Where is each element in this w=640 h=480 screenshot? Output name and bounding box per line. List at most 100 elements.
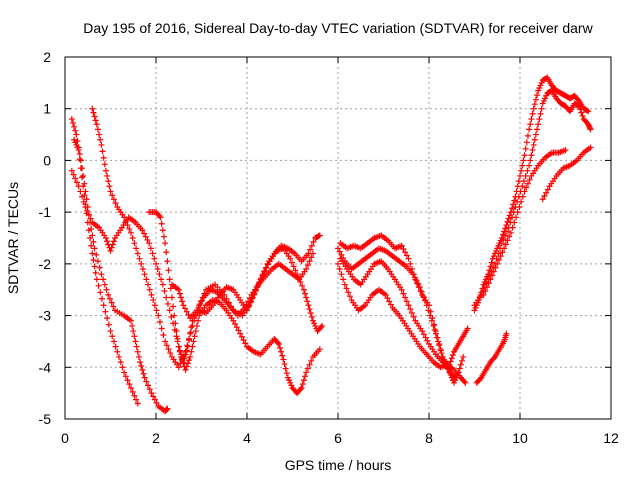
- data-point: [183, 363, 190, 370]
- data-point: [430, 322, 437, 329]
- data-point: [106, 295, 113, 302]
- data-point: [460, 353, 467, 360]
- data-point: [315, 233, 322, 240]
- data-point: [503, 228, 510, 235]
- series-sat-j: [335, 245, 460, 381]
- data-point: [104, 172, 111, 179]
- data-point: [539, 196, 546, 203]
- data-point: [230, 317, 237, 324]
- data-point: [190, 338, 197, 345]
- data-point: [164, 300, 171, 307]
- data-point: [345, 289, 352, 296]
- data-point: [498, 240, 505, 247]
- x-tick-label: 2: [152, 430, 160, 446]
- data-point: [121, 369, 128, 376]
- data-point: [155, 312, 162, 319]
- data-point: [336, 248, 343, 255]
- data-point: [522, 145, 529, 152]
- data-point: [110, 238, 117, 245]
- data-point: [143, 378, 150, 385]
- data-point: [156, 213, 163, 220]
- data-point: [384, 295, 391, 302]
- data-point: [96, 131, 103, 138]
- data-point: [94, 126, 101, 133]
- data-point: [184, 343, 191, 350]
- data-point: [530, 141, 537, 148]
- data-point: [146, 240, 153, 247]
- data-point: [108, 244, 115, 251]
- data-point: [282, 365, 289, 372]
- data-point: [299, 282, 306, 289]
- data-point: [506, 233, 513, 240]
- data-point: [199, 297, 206, 304]
- data-point: [131, 333, 138, 340]
- data-point: [129, 388, 136, 395]
- data-point: [185, 337, 192, 344]
- data-point: [274, 339, 281, 346]
- data-point: [402, 249, 409, 256]
- data-point: [408, 309, 415, 316]
- data-point: [308, 242, 315, 249]
- data-point: [300, 377, 307, 384]
- data-point: [302, 373, 309, 380]
- data-point: [151, 396, 158, 403]
- data-point: [139, 227, 146, 234]
- data-point: [501, 245, 508, 252]
- data-point: [433, 334, 440, 341]
- data-point: [116, 353, 123, 360]
- data-point: [129, 235, 136, 241]
- data-point: [80, 172, 87, 179]
- data-point: [197, 300, 204, 307]
- data-point: [114, 348, 121, 355]
- data-point: [105, 321, 112, 328]
- data-point: [407, 306, 414, 313]
- data-point: [185, 357, 192, 364]
- data-point: [307, 309, 314, 316]
- data-point: [343, 285, 350, 292]
- data-point: [418, 288, 425, 295]
- data-point: [142, 233, 149, 240]
- data-point: [180, 359, 187, 366]
- data-point: [165, 346, 172, 353]
- data-point: [104, 315, 111, 322]
- data-point: [148, 390, 155, 397]
- data-point: [174, 335, 181, 342]
- x-axis-label: GPS time / hours: [285, 457, 392, 473]
- data-point: [407, 260, 414, 267]
- data-point: [131, 240, 138, 247]
- data-point: [97, 289, 104, 296]
- data-point: [122, 373, 129, 380]
- data-point: [577, 106, 584, 113]
- data-point: [160, 233, 167, 240]
- data-point: [175, 364, 182, 371]
- data-point: [126, 381, 133, 388]
- data-point: [110, 196, 117, 203]
- data-point: [502, 225, 509, 232]
- data-point: [527, 121, 534, 128]
- data-point: [91, 263, 98, 270]
- data-point: [193, 322, 200, 329]
- data-point: [176, 347, 183, 354]
- data-point: [243, 301, 250, 308]
- data-point: [240, 337, 247, 344]
- data-point: [452, 373, 459, 380]
- data-point: [107, 328, 114, 335]
- data-point: [183, 308, 190, 315]
- data-point: [93, 121, 100, 128]
- data-point: [143, 276, 150, 283]
- data-point: [164, 258, 171, 265]
- data-point: [119, 364, 126, 371]
- data-point: [534, 92, 541, 99]
- data-point: [141, 374, 148, 381]
- data-point: [102, 235, 109, 241]
- data-point: [587, 126, 594, 133]
- data-point: [71, 123, 78, 130]
- data-point: [159, 281, 166, 288]
- data-point: [159, 227, 166, 234]
- data-point: [523, 139, 530, 146]
- data-point: [134, 250, 141, 257]
- data-point: [259, 272, 266, 279]
- data-point: [77, 165, 84, 172]
- data-point: [514, 209, 521, 216]
